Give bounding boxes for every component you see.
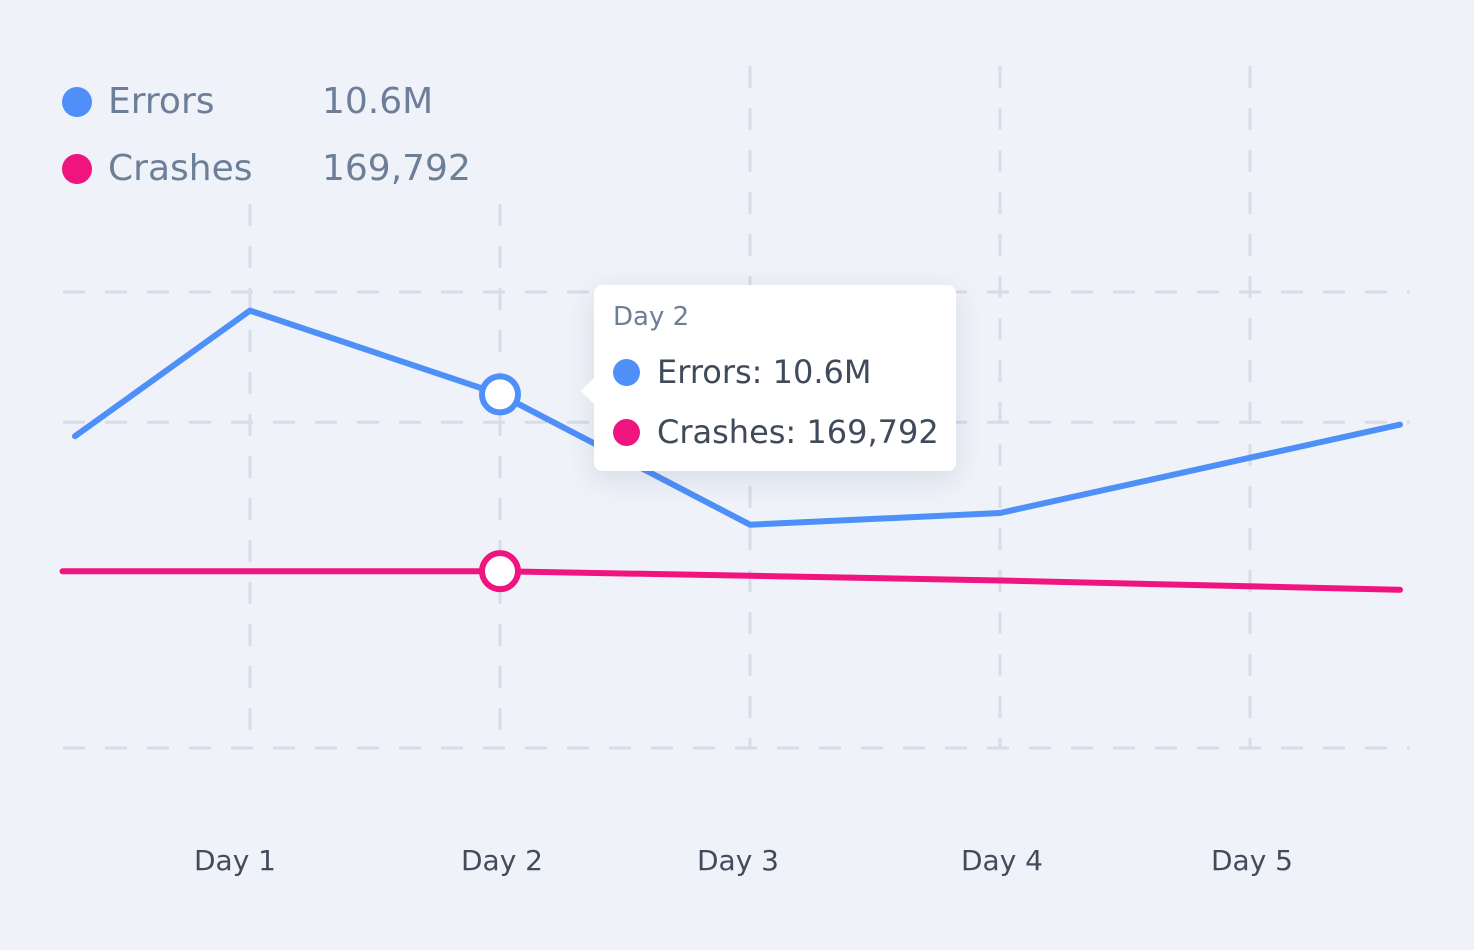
- hover-marker-crashes: [479, 550, 521, 593]
- tooltip: Day 2 Errors: 10.6M Crashes: 169,792: [581, 285, 956, 471]
- x-tick-label: Day 1: [194, 844, 276, 877]
- crashes-legend-dot: [62, 153, 92, 184]
- tooltip-row-text: Errors: 10.6M: [657, 353, 872, 391]
- legend: Errors 10.6M Crashes 169,792: [62, 68, 471, 202]
- tooltip-row-text: Crashes: 169,792: [657, 413, 939, 451]
- legend-item-crashes[interactable]: Crashes 169,792: [62, 135, 471, 202]
- x-tick-label: Day 3: [697, 844, 779, 877]
- tooltip-title: Day 2: [613, 302, 690, 332]
- legend-label: Errors: [108, 81, 215, 122]
- legend-item-errors[interactable]: Errors 10.6M: [62, 68, 471, 135]
- tooltip-row-crashes: Crashes: 169,792: [613, 413, 939, 451]
- series-line-crashes: [59, 568, 1403, 593]
- errors-legend-dot: [62, 86, 92, 117]
- legend-value: 169,792: [322, 148, 471, 189]
- legend-value: 10.6M: [322, 81, 434, 122]
- hover-marker-errors: [479, 373, 521, 416]
- errors-dot: [613, 358, 640, 386]
- hover-markers: [479, 373, 521, 593]
- tooltip-arrow: [581, 377, 595, 405]
- crashes-dot: [613, 418, 640, 446]
- tooltip-row-errors: Errors: 10.6M: [613, 353, 871, 391]
- x-tick-label: Day 2: [461, 844, 543, 877]
- x-tick-label: Day 5: [1211, 844, 1293, 877]
- legend-label: Crashes: [108, 148, 253, 189]
- x-axis-ticks: Day 1 Day 2 Day 3 Day 4 Day 5: [194, 844, 1293, 877]
- x-tick-label: Day 4: [961, 844, 1043, 877]
